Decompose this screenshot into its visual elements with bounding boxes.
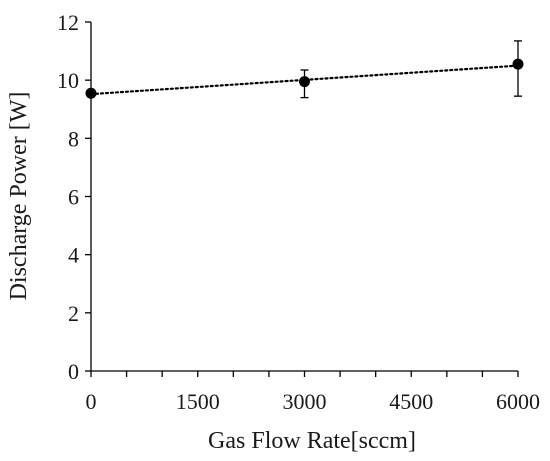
y-axis-title: Discharge Power [W] [6, 92, 32, 301]
error-bars-group [300, 40, 522, 99]
y-tick-label: 0 [68, 359, 79, 384]
y-tick-label: 12 [57, 10, 79, 35]
y-tick-label: 2 [68, 301, 79, 326]
y-tick-label: 4 [68, 243, 79, 268]
x-tick-label: 3000 [283, 389, 327, 414]
x-tick-label: 4500 [389, 389, 433, 414]
x-tick-label: 6000 [496, 389, 540, 414]
y-tick-label: 10 [57, 68, 79, 93]
data-points-group [85, 58, 524, 99]
ticks-group [85, 21, 519, 377]
tick-labels-group: 0 2 4 6 8 10 12 0 1500 3000 4500 6000 [57, 10, 540, 414]
x-tick-label: 0 [86, 389, 97, 414]
data-point [512, 58, 524, 70]
x-tick-label: 1500 [176, 389, 220, 414]
y-tick-label: 8 [68, 126, 79, 151]
y-tick-label: 6 [68, 185, 79, 210]
x-axis-title: Gas Flow Rate[sccm] [208, 428, 416, 454]
data-point [299, 76, 310, 88]
data-point [85, 87, 97, 99]
